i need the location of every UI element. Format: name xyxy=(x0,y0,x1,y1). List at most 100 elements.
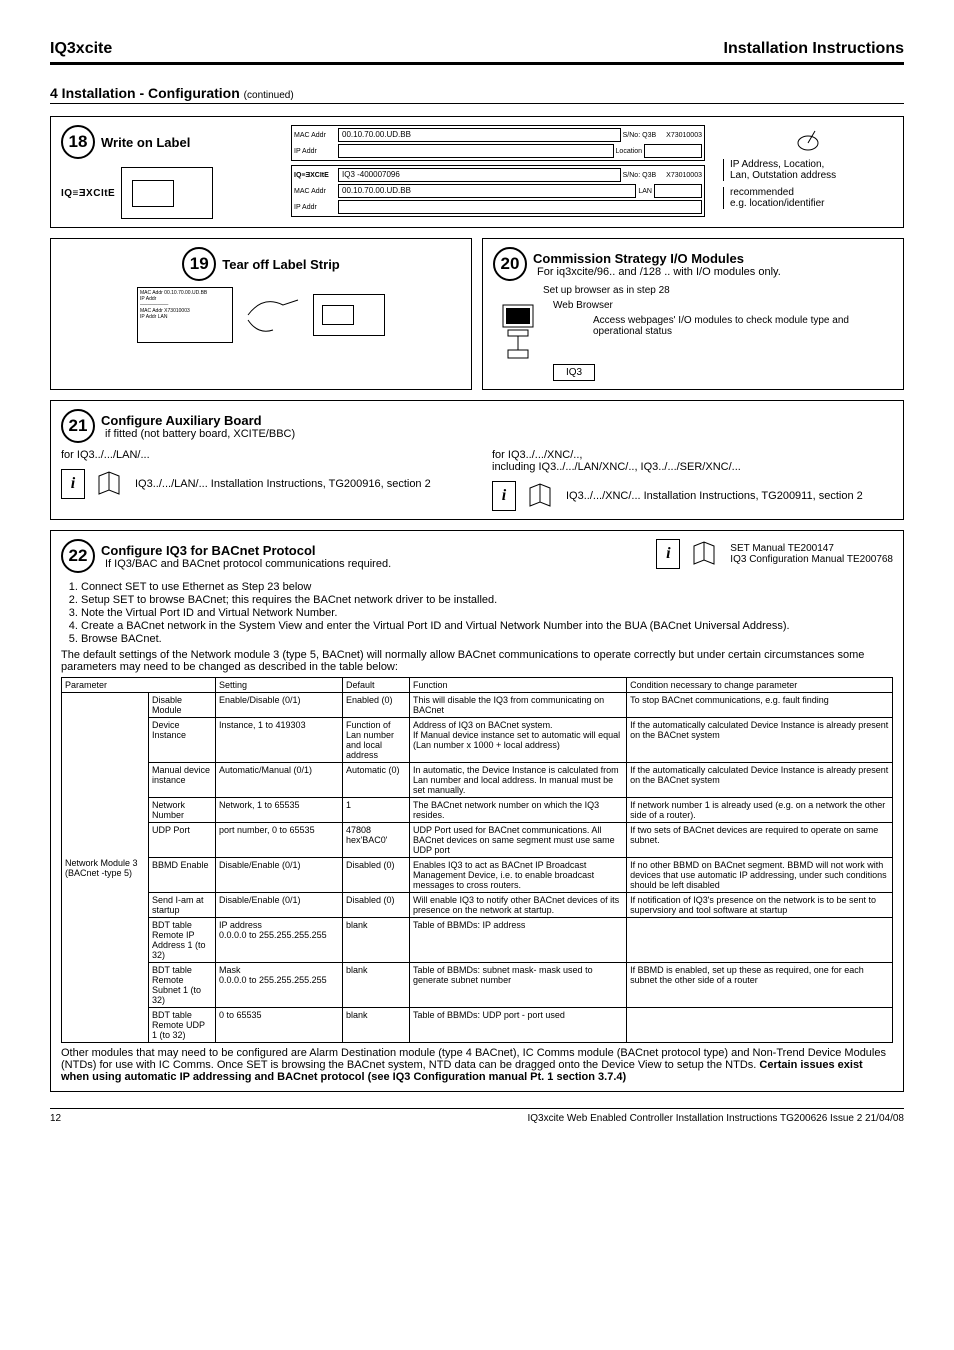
list-item: Note the Virtual Port ID and Virtual Net… xyxy=(81,607,893,619)
label2-lan-key: LAN xyxy=(638,188,652,195)
step-18-title: Write on Label xyxy=(101,135,190,150)
page-footer: 12 IQ3xcite Web Enabled Controller Insta… xyxy=(50,1108,904,1124)
table-row: Network NumberNetwork, 1 to 655351The BA… xyxy=(62,798,893,823)
label2-sno-code: X73010003 xyxy=(666,172,702,179)
table-cell: If notification of IQ3's presence on the… xyxy=(627,893,893,918)
table-cell: Network Number xyxy=(149,798,216,823)
info-icon: i xyxy=(61,469,85,499)
table-cell: BDT table Remote UDP 1 (to 32) xyxy=(149,1008,216,1043)
table-cell: Disabled (0) xyxy=(343,893,410,918)
step-21-number: 21 xyxy=(61,409,95,443)
step-21-col1-ref: IQ3../.../LAN/... Installation Instructi… xyxy=(135,478,431,490)
note-line2: Lan, Outstation address xyxy=(730,170,893,181)
step-22-number: 22 xyxy=(61,539,95,573)
table-row: Send I-am at startupDisable/Enable (0/1)… xyxy=(62,893,893,918)
list-item: Browse BACnet. xyxy=(81,633,893,645)
step-20-line1: Set up browser as in step 28 xyxy=(543,285,893,296)
table-cell: Disabled (0) xyxy=(343,858,410,893)
manual-line2: IQ3 Configuration Manual TE200768 xyxy=(730,554,893,565)
bacnet-param-table: ParameterSettingDefaultFunctionCondition… xyxy=(61,677,893,1043)
sno-key: S/No: xyxy=(623,132,641,139)
table-cell: Table of BBMDs: UDP port - port used xyxy=(410,1008,627,1043)
table-cell: Disable Module xyxy=(149,693,216,718)
label2-sno-val: Q3B xyxy=(642,172,656,179)
label2-sno-key: S/No: xyxy=(623,172,641,179)
hand-write-icon xyxy=(793,125,823,155)
table-cell: 1 xyxy=(343,798,410,823)
step-20-number: 20 xyxy=(493,247,527,281)
table-cell: 47808 hex'BAC0' xyxy=(343,823,410,858)
table-cell: In automatic, the Device Instance is cal… xyxy=(410,763,627,798)
step-19-box: 19 Tear off Label Strip MAC Addr 00.10.7… xyxy=(50,238,472,390)
table-cell: blank xyxy=(343,963,410,1008)
step-21-title: Configure Auxiliary Board xyxy=(101,413,295,428)
location-val xyxy=(644,144,702,158)
table-row: BDT table Remote UDP 1 (to 32)0 to 65535… xyxy=(62,1008,893,1043)
device-small-icon xyxy=(313,294,385,336)
table-cell: BBMD Enable xyxy=(149,858,216,893)
book-icon xyxy=(690,540,720,568)
section-title-text: 4 Installation - Configuration xyxy=(50,85,240,101)
pc-icon xyxy=(493,300,543,360)
label2-lan-val xyxy=(654,184,702,198)
note-line3: recommended xyxy=(730,187,893,198)
table-cell: IP address 0.0.0.0 to 255.255.255.255 xyxy=(216,918,343,963)
table-cell: If the automatically calculated Device I… xyxy=(627,718,893,763)
table-cell: port number, 0 to 65535 xyxy=(216,823,343,858)
step-21-col2-head2: including IQ3../.../LAN/XNC/.., IQ3../..… xyxy=(492,461,893,473)
device-sketch-icon xyxy=(121,167,213,219)
mac-addr-val: 00.10.70.00.UD.BB xyxy=(338,128,621,142)
table-cell: Disable/Enable (0/1) xyxy=(216,893,343,918)
table-cell: 0 to 65535 xyxy=(216,1008,343,1043)
step-21-col2-head: for IQ3../.../XNC/.., xyxy=(492,449,893,461)
table-cell: Device Instance xyxy=(149,718,216,763)
list-item: Create a BACnet network in the System Vi… xyxy=(81,620,893,632)
sno-code: X73010003 xyxy=(666,132,702,139)
footer-doc: IQ3xcite Web Enabled Controller Installa… xyxy=(527,1113,904,1124)
table-cell: If network number 1 is already used (e.g… xyxy=(627,798,893,823)
table-cell: blank xyxy=(343,1008,410,1043)
tear-hand-icon xyxy=(243,290,303,340)
label2-model: IQ3 -400007096 xyxy=(338,168,621,182)
table-header: Parameter xyxy=(62,678,216,693)
step-20-line2: Web Browser xyxy=(553,300,893,311)
note-line4: e.g. location/identifier xyxy=(730,198,893,209)
header-left: IQ3xcite xyxy=(50,40,112,58)
step-21-box: 21 Configure Auxiliary Board if fitted (… xyxy=(50,400,904,520)
note-line1: IP Address, Location, xyxy=(730,159,893,170)
section-continued: (continued) xyxy=(244,90,294,101)
step-22-sub: If IQ3/BAC and BACnet protocol communica… xyxy=(105,558,391,570)
table-cell: Will enable IQ3 to notify other BACnet d… xyxy=(410,893,627,918)
step-19-title: Tear off Label Strip xyxy=(222,257,340,272)
step-22-title: Configure IQ3 for BACnet Protocol xyxy=(101,543,391,558)
label2-mac-key: MAC Addr xyxy=(294,188,336,195)
device-logo: IQ≡ƎXCItE xyxy=(61,188,115,199)
table-group-cell: Network Module 3 (BACnet -type 5) xyxy=(62,693,149,1043)
table-cell: Table of BBMDs: IP address xyxy=(410,918,627,963)
table-cell: To stop BACnet communications, e.g. faul… xyxy=(627,693,893,718)
step-22-para: The default settings of the Network modu… xyxy=(61,649,893,673)
list-item: Setup SET to browse BACnet; this require… xyxy=(81,594,893,606)
section-title: 4 Installation - Configuration (continue… xyxy=(50,85,904,104)
step-22-after-table: Other modules that may need to be config… xyxy=(61,1047,893,1083)
table-row: Network Module 3 (BACnet -type 5)Disable… xyxy=(62,693,893,718)
step-20-box: 20 Commission Strategy I/O Modules For i… xyxy=(482,238,904,390)
book-icon xyxy=(526,482,556,510)
footer-page: 12 xyxy=(50,1113,61,1124)
table-cell: Manual device instance xyxy=(149,763,216,798)
table-cell: Function of Lan number and local address xyxy=(343,718,410,763)
table-header: Default xyxy=(343,678,410,693)
book-icon xyxy=(95,470,125,498)
step-21-col2-ref: IQ3../.../XNC/... Installation Instructi… xyxy=(566,490,863,502)
table-cell: Instance, 1 to 419303 xyxy=(216,718,343,763)
table-cell: This will disable the IQ3 from communica… xyxy=(410,693,627,718)
table-cell: Enable/Disable (0/1) xyxy=(216,693,343,718)
table-cell: Automatic (0) xyxy=(343,763,410,798)
table-row: BBMD EnableDisable/Enable (0/1)Disabled … xyxy=(62,858,893,893)
table-cell: If the automatically calculated Device I… xyxy=(627,763,893,798)
header-right: Installation Instructions xyxy=(724,40,904,58)
table-cell: Enabled (0) xyxy=(343,693,410,718)
table-cell: If BBMD is enabled, set up these as requ… xyxy=(627,963,893,1008)
info-icon: i xyxy=(656,539,680,569)
ip-addr-val xyxy=(338,144,614,158)
